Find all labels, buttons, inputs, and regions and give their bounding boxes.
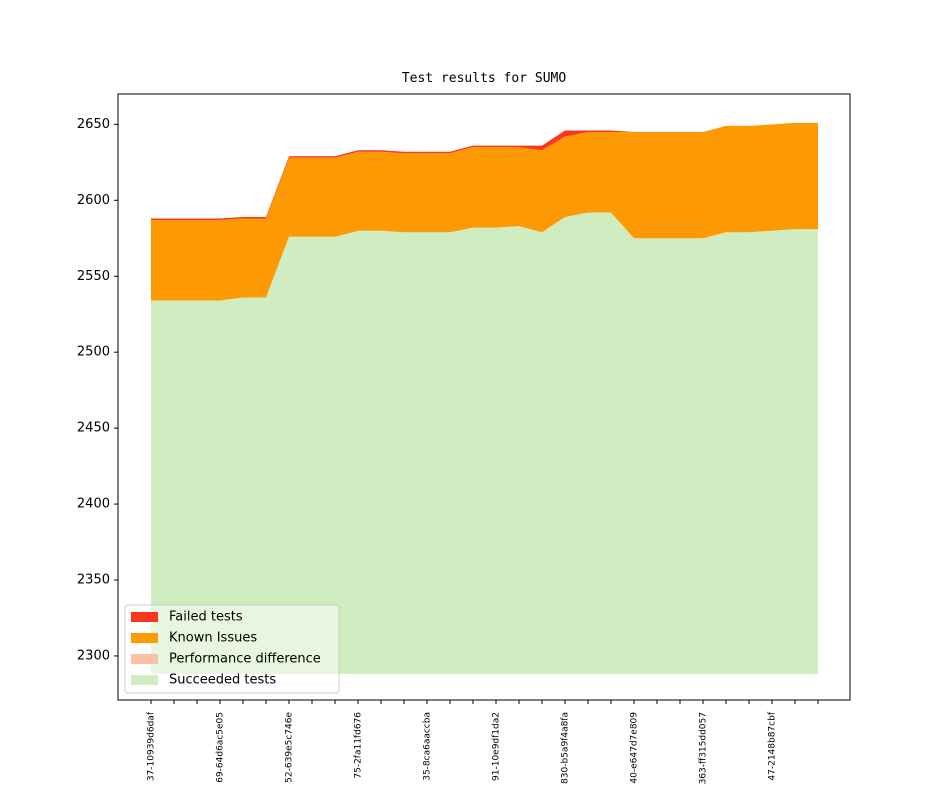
y-tick-label: 2350: [77, 573, 110, 588]
y-tick-label: 2550: [77, 269, 110, 284]
x-tick-label: 40-e647d7e809: [630, 712, 640, 784]
legend-swatch: [131, 654, 158, 664]
area: [151, 212, 818, 674]
y-tick-label: 2400: [77, 497, 110, 512]
legend-label: Succeeded tests: [169, 673, 276, 688]
x-tick-label: 37-10939d6daf: [147, 711, 157, 781]
x-tick-label: 35-8ca6aaccba: [423, 712, 433, 781]
x-tick-label: 75-2fa11fd676: [354, 712, 364, 779]
legend-swatch: [131, 675, 158, 685]
x-tick-label: 91-10e9df1da2: [492, 712, 502, 781]
legend-swatch: [131, 612, 158, 622]
y-tick-label: 2300: [77, 648, 110, 663]
y-tick-label: 2500: [77, 345, 110, 360]
y-tick-label: 2450: [77, 421, 110, 436]
x-tick-label: 47-2148b87cbf: [768, 711, 778, 780]
chart-title: Test results for SUMO: [402, 71, 567, 86]
legend-label: Failed tests: [169, 610, 243, 625]
x-tick-label: 830-b5a9f4a8fa: [561, 712, 571, 784]
x-tick-label: 69-64d6ac5e05: [216, 712, 226, 783]
legend-box: [124, 604, 340, 694]
area: [151, 122, 818, 301]
legend-label: Performance difference: [169, 652, 321, 667]
x-tick-label: 363-ff315dd057: [699, 712, 709, 784]
y-tick-label: 2600: [77, 193, 110, 208]
x-tick-label: 52-639e5c746e: [285, 712, 295, 783]
legend-label: Known Issues: [169, 631, 257, 646]
plot-frame: [117, 93, 851, 701]
legend-swatch: [131, 633, 158, 643]
y-tick-label: 2650: [77, 117, 110, 132]
